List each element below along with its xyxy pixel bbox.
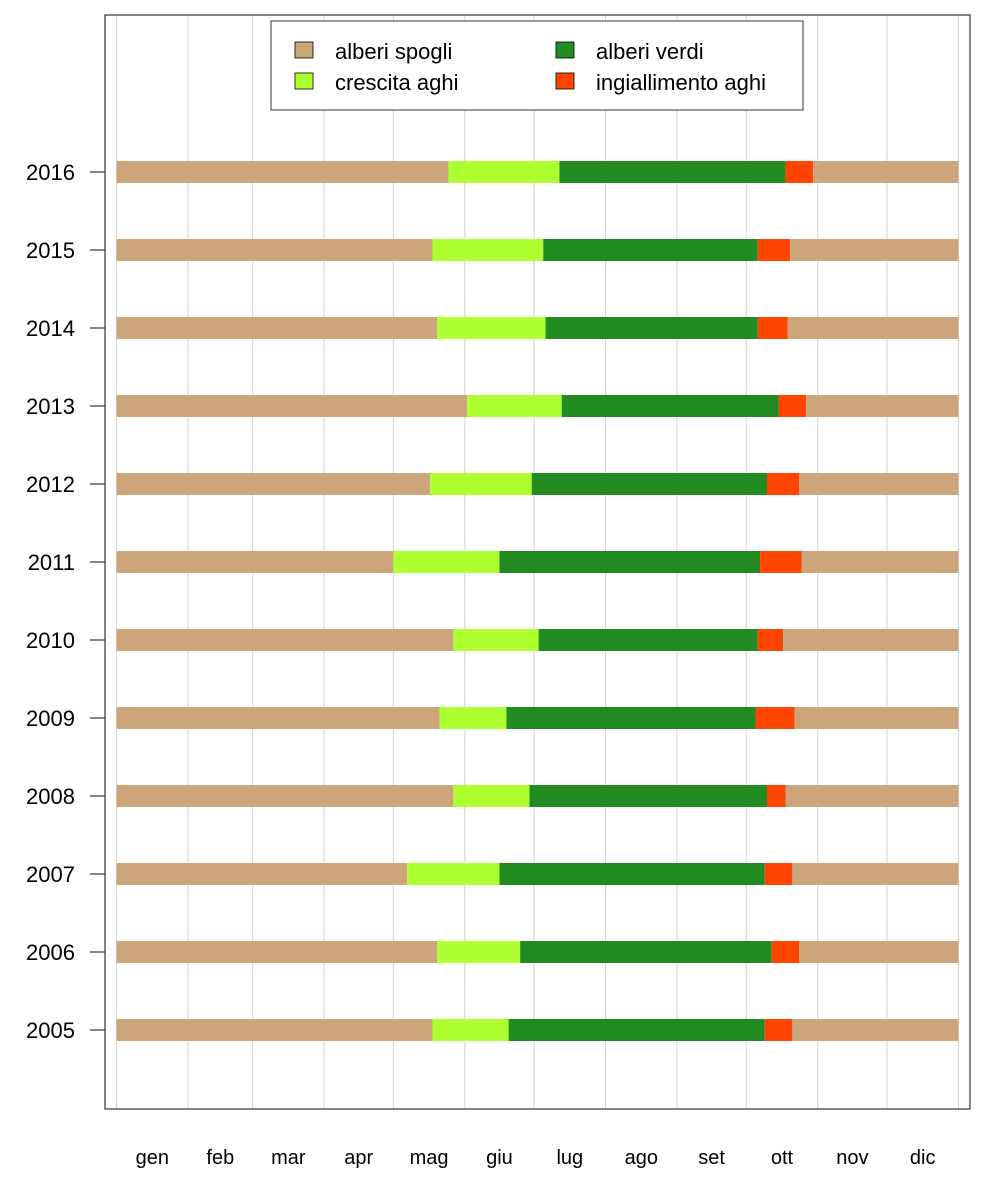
bar-2005-spogli-autumn <box>792 1019 959 1041</box>
bar-2007-spogli-autumn <box>792 863 959 885</box>
legend-swatch-ingiallimento <box>555 72 575 90</box>
month-label-ago: ago <box>625 1147 658 1169</box>
ytick-label-2010: 2010 <box>26 628 75 653</box>
bar-2010-spogli-winter <box>116 629 454 651</box>
ytick-label-2007: 2007 <box>26 862 75 887</box>
bar-2005-ingiallimento <box>764 1019 793 1041</box>
bar-2013-verdi <box>561 395 779 417</box>
bar-2009-verdi <box>506 707 756 729</box>
legend-swatch-crescita <box>294 72 314 90</box>
month-label-set: set <box>698 1147 725 1169</box>
bar-2010-crescita <box>453 629 539 651</box>
bar-2015-crescita <box>432 239 544 261</box>
ytick-label-2011: 2011 <box>28 550 75 575</box>
bar-2009-ingiallimento <box>755 707 795 729</box>
bar-2005-crescita <box>432 1019 509 1041</box>
ytick-label-2009: 2009 <box>26 706 75 731</box>
bar-2010-spogli-autumn <box>783 629 959 651</box>
bar-2013-ingiallimento <box>778 395 807 417</box>
bar-2014-verdi <box>545 317 758 339</box>
bar-2007-verdi <box>499 863 765 885</box>
bar-2010-ingiallimento <box>757 629 784 651</box>
bar-2010-verdi <box>538 629 758 651</box>
year-bars <box>116 161 959 1041</box>
bar-2011-verdi <box>499 551 761 573</box>
ytick-label-2005: 2005 <box>26 1018 75 1043</box>
bar-2005-spogli-winter <box>116 1019 433 1041</box>
bar-2011-ingiallimento <box>760 551 802 573</box>
legend-label-crescita: crescita aghi <box>335 70 459 95</box>
ytick-label-2014: 2014 <box>26 316 75 341</box>
bar-2008-verdi <box>529 785 768 807</box>
bar-2008-spogli-autumn <box>785 785 959 807</box>
bar-2016-spogli-autumn <box>813 161 959 183</box>
bar-2016-crescita <box>448 161 560 183</box>
bar-2008-crescita <box>453 785 530 807</box>
bar-2006-verdi <box>520 941 772 963</box>
bar-2015-spogli-winter <box>116 239 433 261</box>
month-label-mar: mar <box>271 1147 306 1169</box>
legend: alberi spogli alberi verdi crescita aghi… <box>270 20 804 111</box>
bar-2012-spogli-winter <box>116 473 431 495</box>
legend-label-ingiallimento: ingiallimento aghi <box>596 70 766 95</box>
month-label-dic: dic <box>910 1147 936 1169</box>
bar-2012-verdi <box>531 473 768 495</box>
bar-2013-spogli-winter <box>116 395 468 417</box>
ytick-label-2012: 2012 <box>26 472 75 497</box>
bar-2006-spogli-winter <box>116 941 438 963</box>
bar-2007-spogli-winter <box>116 863 408 885</box>
bar-2008-spogli-winter <box>116 785 454 807</box>
bar-2015-ingiallimento <box>757 239 791 261</box>
month-label-gen: gen <box>136 1147 169 1169</box>
month-label-apr: apr <box>344 1147 373 1169</box>
bar-2007-ingiallimento <box>764 863 793 885</box>
y-axis-ticks: 2016 2015 2014 2013 2012 2011 2010 2009 2008 2007… <box>26 160 105 1043</box>
bar-2014-spogli-autumn <box>787 317 959 339</box>
month-label-lug: lug <box>556 1147 583 1169</box>
bar-2011-crescita <box>393 551 500 573</box>
bar-2009-spogli-winter <box>116 707 440 729</box>
bar-2012-crescita <box>430 473 532 495</box>
bar-2012-spogli-autumn <box>799 473 959 495</box>
month-label-ott: ott <box>771 1147 794 1169</box>
bar-2016-ingiallimento <box>785 161 814 183</box>
bar-2006-spogli-autumn <box>799 941 959 963</box>
month-label-feb: feb <box>206 1147 234 1169</box>
bar-2011-spogli-autumn <box>801 551 959 573</box>
bar-2015-verdi <box>543 239 758 261</box>
x-axis-month-labels: gen feb mar apr mag giu lug ago set ott nov dic <box>136 1147 936 1169</box>
ytick-label-2016: 2016 <box>26 160 75 185</box>
bar-2014-spogli-winter <box>116 317 438 339</box>
bar-2006-ingiallimento <box>771 941 800 963</box>
month-label-mag: mag <box>410 1147 449 1169</box>
bar-2014-crescita <box>437 317 546 339</box>
legend-label-spogli: alberi spogli <box>335 39 452 64</box>
bar-2016-spogli-winter <box>116 161 449 183</box>
ytick-label-2015: 2015 <box>26 238 75 263</box>
bar-2008-ingiallimento <box>767 785 786 807</box>
bar-2005-verdi <box>508 1019 765 1041</box>
ytick-label-2008: 2008 <box>26 784 75 809</box>
bar-2009-spogli-autumn <box>794 707 959 729</box>
legend-swatch-spogli <box>294 41 314 59</box>
bar-2012-ingiallimento <box>767 473 800 495</box>
bar-2011-spogli-winter <box>116 551 394 573</box>
legend-swatch-verdi <box>555 41 575 59</box>
month-label-giu: giu <box>486 1147 513 1169</box>
legend-box <box>270 20 804 111</box>
bar-2014-ingiallimento <box>757 317 788 339</box>
bar-2006-crescita <box>437 941 521 963</box>
bar-2007-crescita <box>407 863 500 885</box>
bar-2013-crescita <box>467 395 562 417</box>
bar-2013-spogli-autumn <box>806 395 959 417</box>
bar-2015-spogli-autumn <box>790 239 959 261</box>
ytick-label-2013: 2013 <box>26 394 75 419</box>
legend-label-verdi: alberi verdi <box>596 39 704 64</box>
month-label-nov: nov <box>836 1147 868 1169</box>
bar-2016-verdi <box>559 161 786 183</box>
ytick-label-2006: 2006 <box>26 940 75 965</box>
bar-2009-crescita <box>439 707 507 729</box>
